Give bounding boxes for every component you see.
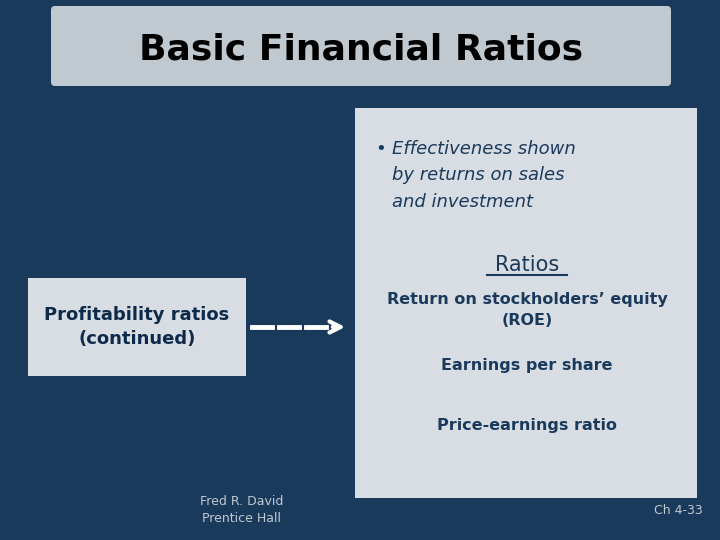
Text: Basic Financial Ratios: Basic Financial Ratios bbox=[139, 33, 583, 67]
Text: Earnings per share: Earnings per share bbox=[441, 358, 613, 373]
Text: Effectiveness shown
by returns on sales
and investment: Effectiveness shown by returns on sales … bbox=[392, 140, 576, 211]
Text: Profitability ratios
(continued): Profitability ratios (continued) bbox=[45, 306, 230, 348]
FancyBboxPatch shape bbox=[28, 278, 246, 376]
Text: Ch 4-33: Ch 4-33 bbox=[654, 503, 703, 516]
FancyBboxPatch shape bbox=[355, 108, 697, 498]
Text: Return on stockholders’ equity
(ROE): Return on stockholders’ equity (ROE) bbox=[387, 292, 667, 328]
Text: Ratios: Ratios bbox=[495, 255, 559, 275]
Text: •: • bbox=[375, 140, 386, 158]
FancyBboxPatch shape bbox=[51, 6, 671, 86]
Text: Fred R. David
Prentice Hall: Fred R. David Prentice Hall bbox=[200, 495, 284, 525]
Text: Price-earnings ratio: Price-earnings ratio bbox=[437, 418, 617, 433]
